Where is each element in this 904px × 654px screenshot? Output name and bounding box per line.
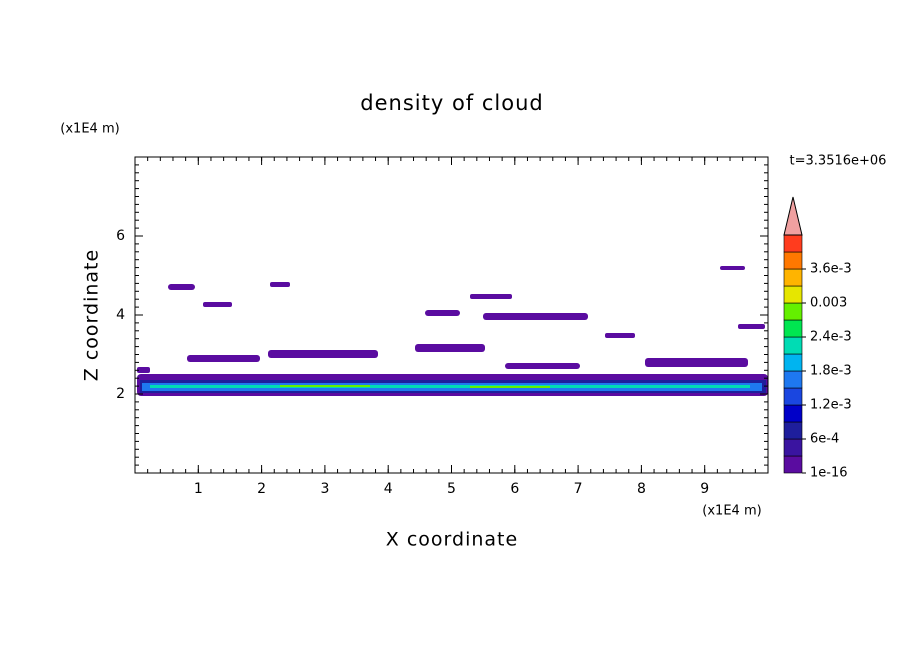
colorbar-tick-label: 1.8e-3 — [810, 364, 852, 379]
colorbar-extend — [783, 196, 803, 236]
y-tick-label: 6 — [116, 228, 125, 244]
x-tick-label: 3 — [320, 481, 329, 497]
colorbar-band — [783, 438, 803, 457]
colorbar-tick-label: 1e-16 — [810, 466, 848, 481]
x-tick-label: 2 — [257, 481, 266, 497]
x-unit: (x1E4 m) — [702, 504, 761, 519]
colorbar-tick-label: 0.003 — [810, 296, 847, 311]
cloud-field — [137, 266, 768, 396]
y-tick-label: 2 — [116, 386, 125, 402]
colorbar-band — [783, 404, 803, 423]
x-tick-label: 5 — [447, 481, 456, 497]
x-tick-label: 9 — [700, 481, 709, 497]
colorbar-band — [783, 421, 803, 440]
y-tick-label: 4 — [116, 307, 125, 323]
x-tick-label: 8 — [637, 481, 646, 497]
colorbar-band — [783, 302, 803, 321]
colorbar-band — [783, 251, 803, 270]
colorbar-tick-label: 1.2e-3 — [810, 398, 852, 413]
colorbar-tick-label: 6e-4 — [810, 432, 839, 447]
x-tick-label: 7 — [574, 481, 583, 497]
chart-title: density of cloud — [360, 91, 543, 115]
y-axis-label: Z coordinate — [81, 249, 103, 381]
colorbar-band — [783, 370, 803, 389]
colorbar-band — [783, 268, 803, 287]
colorbar-band — [783, 353, 803, 372]
colorbar-tick-label: 2.4e-3 — [810, 330, 852, 345]
colorbar-tick-label: 3.6e-3 — [810, 262, 852, 277]
colorbar-band — [783, 319, 803, 338]
colorbar-band — [783, 285, 803, 304]
y-unit: (x1E4 m) — [60, 122, 119, 137]
x-tick-label: 1 — [194, 481, 203, 497]
colorbar-band — [783, 455, 803, 474]
x-tick-label: 4 — [384, 481, 393, 497]
x-tick-label: 6 — [510, 481, 519, 497]
x-axis-label: X coordinate — [386, 529, 518, 551]
colorbar-band — [783, 336, 803, 355]
time-label: t=3.3516e+06 — [790, 154, 887, 169]
colorbar-band — [783, 234, 803, 253]
colorbar-band — [783, 387, 803, 406]
